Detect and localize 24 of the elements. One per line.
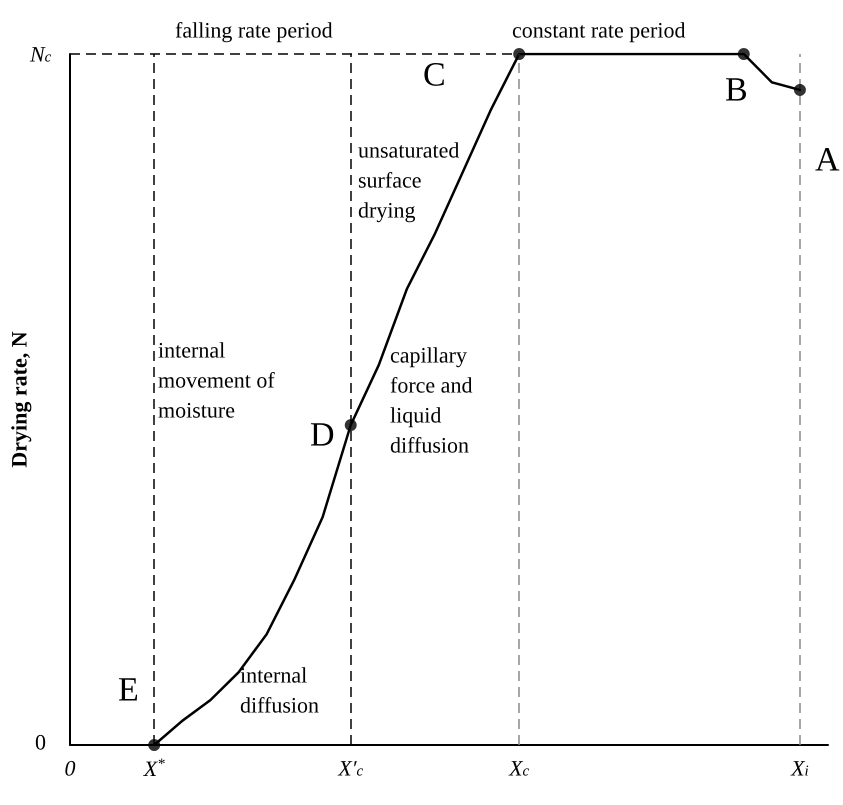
annotation: capillary force and liquid diffusion	[390, 342, 472, 458]
annotation: A	[815, 142, 840, 178]
annotation: internal diffusion	[240, 662, 320, 718]
text: 0	[35, 730, 46, 754]
annotation: B	[725, 72, 748, 108]
annotation: internal movement of moisture	[158, 338, 276, 422]
point	[344, 419, 357, 432]
text: falling rate period	[175, 18, 333, 42]
x-tick-label: 0	[64, 756, 76, 780]
annotation: unsaturated surface drying	[358, 138, 460, 222]
point	[738, 48, 750, 60]
annotation: D	[310, 416, 335, 454]
x-tick-label: Xi	[790, 756, 809, 780]
text: constant rate period	[512, 18, 686, 42]
annotation: C	[423, 56, 446, 94]
ref-line-label: Nc	[29, 42, 52, 66]
point	[513, 48, 526, 60]
x-tick-label: X′c	[337, 756, 364, 780]
annotation: E	[118, 672, 139, 708]
y-axis-title: Drying rate, N	[6, 331, 32, 468]
point	[148, 739, 160, 751]
point	[794, 84, 806, 96]
x-tick-label: X*	[142, 756, 166, 781]
x-tick-label: Xc	[508, 756, 530, 780]
